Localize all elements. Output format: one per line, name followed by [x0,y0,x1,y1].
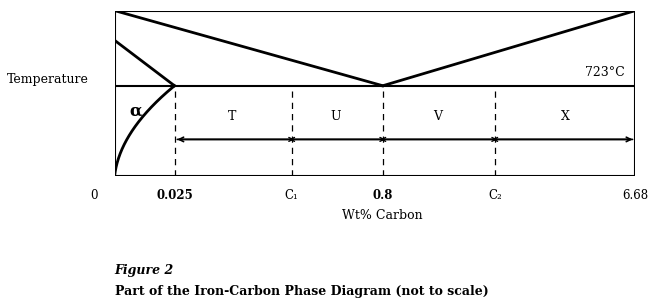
Text: U: U [331,110,341,123]
Text: C₁: C₁ [285,189,299,202]
Text: 0.025: 0.025 [156,189,193,202]
Text: Temperature: Temperature [7,73,88,86]
Text: 0.8: 0.8 [373,189,393,202]
Text: 723°C: 723°C [585,66,625,79]
Text: V: V [433,110,442,123]
Text: X: X [561,110,569,123]
Text: Wt% Carbon: Wt% Carbon [343,209,423,222]
Text: 6.68: 6.68 [622,189,648,202]
Text: Cementite: Cementite [0,302,1,303]
Text: Pearlite: Pearlite [0,302,1,303]
Text: Figure 2: Figure 2 [115,264,174,277]
Text: Part of the Iron-Carbon Phase Diagram (not to scale): Part of the Iron-Carbon Phase Diagram (n… [115,285,489,298]
Text: C₂: C₂ [488,189,502,202]
Text: α: α [129,102,142,119]
Text: 0: 0 [90,189,98,202]
Text: T: T [227,110,236,123]
